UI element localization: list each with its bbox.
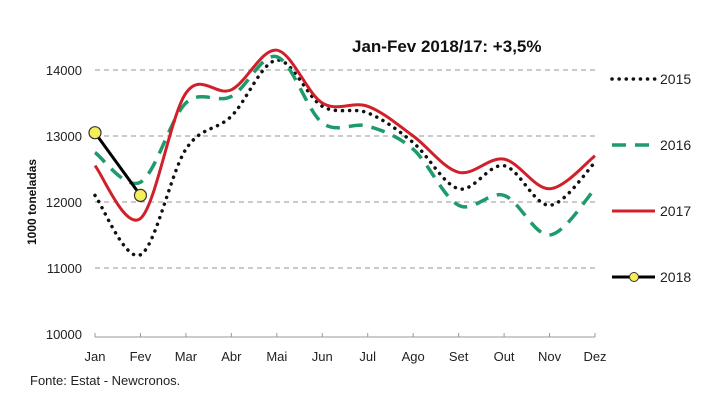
legend-label: 2017 (660, 203, 691, 219)
y-tick-label: 12000 (46, 195, 82, 210)
legend-label: 2016 (660, 137, 691, 153)
x-tick-label: Abr (221, 349, 242, 364)
y-tick-label: 11000 (47, 261, 82, 276)
y-tick-label: 13000 (46, 129, 82, 144)
x-tick-label: Dez (583, 349, 606, 364)
x-tick-label: Mai (266, 349, 287, 364)
data-point-2018 (133, 188, 148, 202)
legend-label: 2018 (660, 269, 691, 285)
series-line-2015 (93, 58, 597, 258)
x-tick-label: Jun (312, 349, 333, 364)
x-tick-label: Nov (538, 349, 562, 364)
x-tick-label: Out (494, 349, 515, 364)
y-axis-label: 1000 toneladas (25, 159, 39, 245)
x-tick-label: Mar (175, 349, 198, 364)
series-line-2017 (93, 48, 596, 222)
x-tick-label: Ago (402, 349, 425, 364)
y-tick-label: 14000 (46, 63, 82, 78)
series-line-2018 (93, 131, 142, 197)
series-line-2016 (93, 54, 597, 237)
chart-title: Jan-Fev 2018/17: +3,5% (352, 37, 541, 56)
data-point-2018 (88, 126, 102, 140)
x-tick-label: Jul (359, 349, 376, 364)
legend-marker (629, 272, 639, 282)
x-tick-label: Jan (85, 349, 106, 364)
x-tick-label: Set (449, 349, 469, 364)
x-tick-label: Fev (130, 349, 152, 364)
source-note: Fonte: Estat - Newcronos. (30, 373, 180, 388)
legend-label: 2015 (660, 71, 691, 87)
y-tick-label: 10000 (46, 327, 82, 342)
